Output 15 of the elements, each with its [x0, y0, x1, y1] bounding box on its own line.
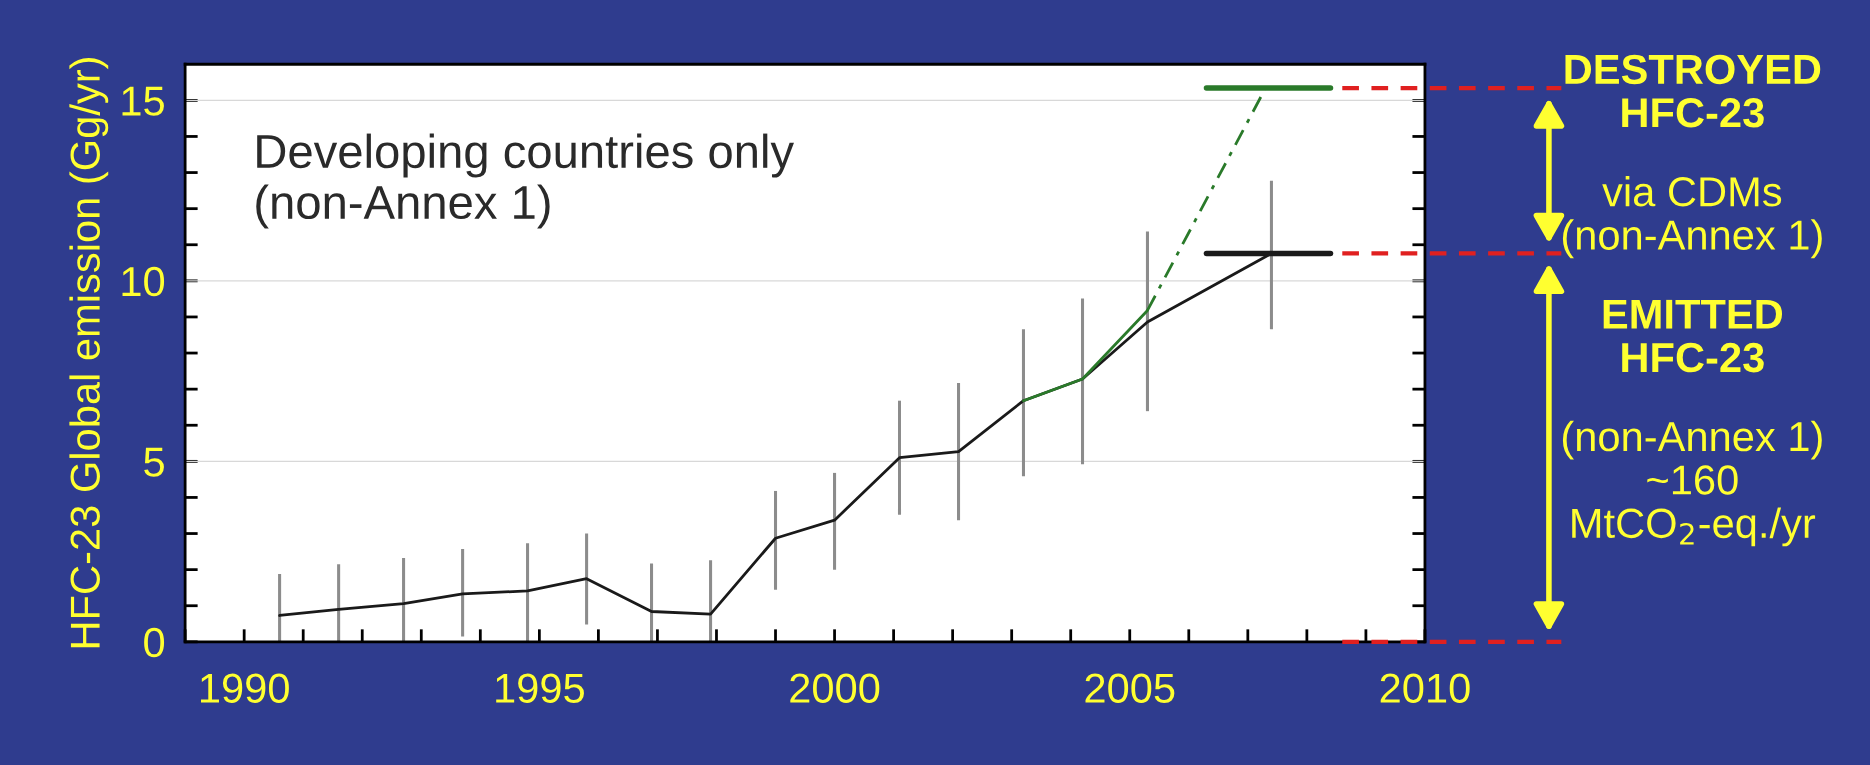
x-tick-label: 1995 [496, 673, 584, 703]
text: via CDMs (non-Annex 1) [1562, 175, 1822, 259]
x-tick-label: 1990 [201, 673, 289, 703]
x-tick-label: 2000 [790, 673, 880, 703]
y-tick-label: 10 [122, 266, 165, 297]
x-tick-label: 2005 [1085, 673, 1175, 703]
text: EMITTED HFC-23 [1603, 299, 1783, 373]
y-axis-title: HFC-23 Global emission (Gg/yr) [69, 58, 109, 648]
y-tick-label: 15 [122, 86, 164, 116]
text: DESTROYED HFC-23 [1565, 54, 1821, 128]
y-tick-label: 0 [144, 627, 165, 658]
y-tick-label: 5 [144, 447, 164, 477]
x-tick-label: 2010 [1380, 673, 1470, 703]
annotation: Developing countries only (non-Annex 1) [256, 133, 794, 229]
text: (non-Annex 1) ~160 MtCO$_{2}$-eq./yr [1562, 420, 1822, 547]
